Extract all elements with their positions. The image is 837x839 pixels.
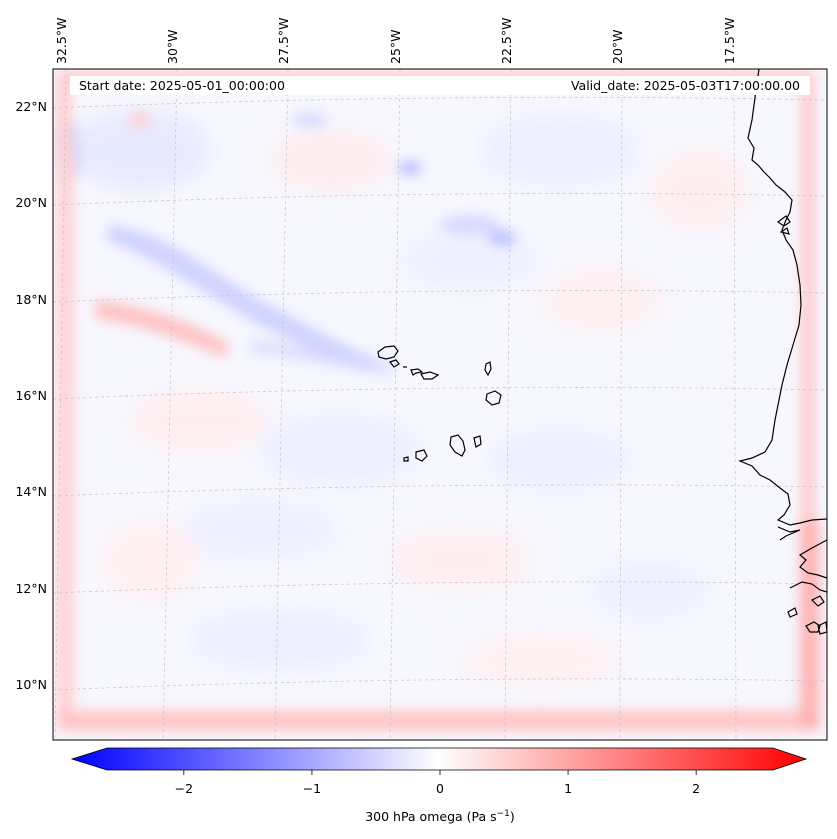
boundary-zone [57, 71, 820, 731]
lat-label-14n: 14°N [15, 484, 47, 499]
island-sal [484, 361, 492, 377]
island-boa-sal-north [420, 371, 440, 380]
island-brava [403, 456, 409, 462]
lon-label-27-5w: 27.5°W [276, 18, 291, 64]
cabo-verde-islands [377, 345, 502, 462]
longitude-labels: 32.5°W 30°W 27.5°W 25°W 22.5°W 20°W 17.5… [54, 18, 737, 64]
lon-label-30w: 30°W [165, 29, 180, 64]
omega-field-wash [70, 110, 750, 685]
coast-gambia-inlet [777, 526, 801, 541]
colorbar-label-main: 300 hPa omega (Pa s [365, 809, 496, 824]
island-sao-nicolau [410, 368, 424, 376]
coast-guinea-bissau [789, 581, 827, 593]
lat-label-18n: 18°N [15, 292, 47, 307]
colorbar: −2 −1 0 1 2 300 hPa omega (Pa s−1) [70, 747, 808, 824]
colorbar-label: 300 hPa omega (Pa s−1) [365, 809, 515, 824]
lat-label-10n: 10°N [15, 677, 47, 692]
island-santo-antao [377, 345, 399, 360]
lon-label-17-5w: 17.5°W [722, 18, 737, 64]
island-boa-vista [485, 390, 502, 406]
lon-label-25w: 25°W [388, 29, 403, 64]
coast-bijagos [810, 595, 825, 607]
gridlines [53, 69, 827, 740]
colorbar-outline [70, 747, 808, 771]
map-frame [52, 68, 828, 741]
lat-label-22n: 22°N [15, 99, 47, 114]
colorbar-tick-label: 0 [436, 781, 444, 796]
lat-label-20n: 20°N [15, 195, 47, 210]
coast-gambia-guinea [798, 539, 827, 579]
lon-label-32-5w: 32.5°W [54, 18, 69, 64]
colorbar-tick-label: −1 [303, 781, 321, 796]
island-sao-vicente [388, 359, 400, 368]
valid-date-label: Valid_date: 2025-05-03T17:00:00.00 [571, 78, 800, 93]
omega-field-features [58, 112, 516, 375]
coast-mauritania-senegal [738, 69, 827, 526]
lon-label-20w: 20°W [610, 29, 625, 64]
island-santiago [449, 434, 466, 457]
colorbar-label-exponent: −1 [497, 809, 510, 819]
coast-islands-bissau-1 [787, 607, 798, 618]
island-fogo [415, 449, 428, 462]
header-background [70, 76, 810, 95]
colorbar-tick-label: 2 [692, 781, 700, 796]
coast-islands-bissau-3 [817, 621, 827, 635]
colorbar-body [72, 748, 806, 770]
colorbar-tick-label: 1 [564, 781, 572, 796]
coast-banc-arguin-2 [779, 227, 790, 235]
colorbar-ticks: −2 −1 0 1 2 [175, 770, 700, 796]
colorbar-tick-label: −2 [175, 781, 193, 796]
start-date-label: Start date: 2025-05-01_00:00:00 [79, 78, 285, 93]
map-area [53, 69, 827, 740]
lat-label-16n: 16°N [15, 388, 47, 403]
latitude-labels: 22°N 20°N 18°N 16°N 14°N 12°N 10°N [15, 99, 47, 692]
island-maio [473, 435, 482, 448]
west-africa-coastline [738, 69, 827, 635]
colorbar-label-close: ) [510, 809, 515, 824]
lat-label-12n: 12°N [15, 581, 47, 596]
lon-label-22-5w: 22.5°W [499, 18, 514, 64]
coast-banc-arguin-1 [776, 215, 791, 227]
